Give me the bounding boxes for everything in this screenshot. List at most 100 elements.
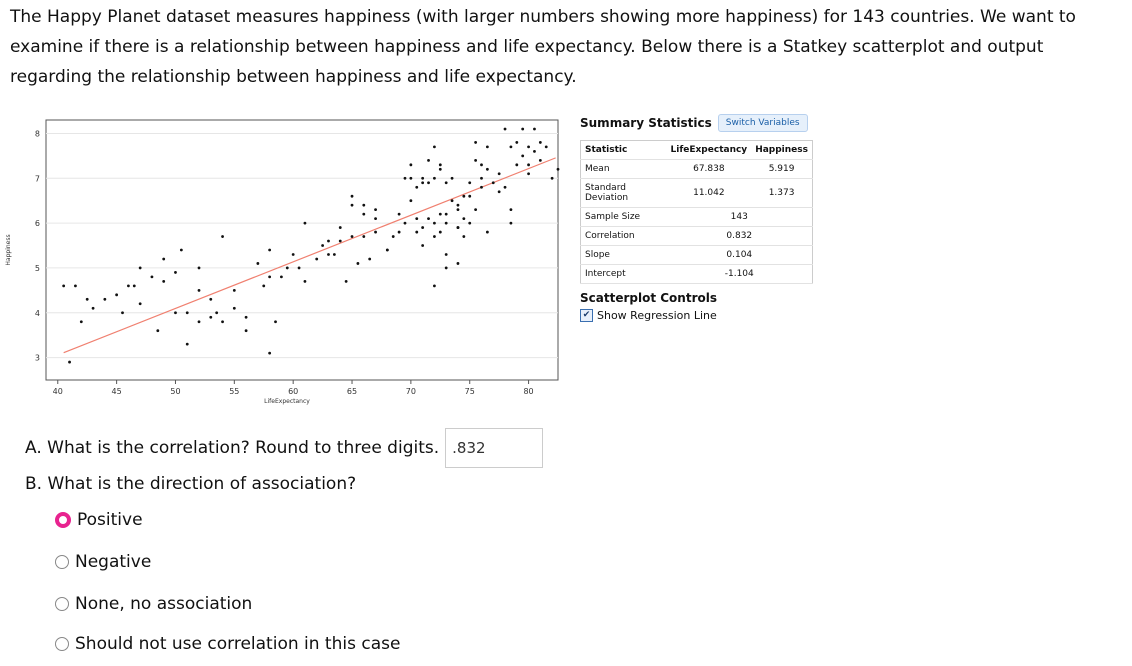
data-point [521,127,525,131]
x-tick-label: 60 [288,387,298,396]
data-point [68,360,71,364]
data-point [521,154,525,158]
data-point [491,181,495,185]
data-point [138,302,142,306]
question-a-label: A. What is the correlation? Round to thr… [25,438,440,458]
summary-statistics-table: Statistic LifeExpectancy Happiness Mean … [580,140,813,284]
data-point [197,288,201,292]
data-point [374,208,377,212]
data-point [150,275,154,279]
data-point [397,230,401,234]
x-tick-label: 80 [523,387,533,396]
data-point [503,127,507,131]
data-point [433,235,436,238]
data-point [215,311,219,315]
data-point [174,311,177,315]
data-point [174,271,177,274]
option-label: Positive [77,510,143,530]
data-point [438,167,442,171]
data-point [480,185,483,189]
table-row: Sample Size 143 [580,207,813,227]
data-point [132,284,136,288]
data-point [315,257,319,261]
data-point [391,235,395,238]
plot-frame [45,119,559,381]
data-point [444,221,448,225]
option-none[interactable]: None, no association [55,594,252,614]
x-tick-label: 55 [229,387,239,396]
data-point [480,176,483,180]
data-point [438,212,442,216]
show-regression-toggle[interactable]: ✔ Show Regression Line [580,309,717,322]
data-point [244,329,248,333]
data-point [62,284,66,288]
data-point [497,190,501,194]
scatterplot-controls-title: Scatterplot Controls [580,291,717,305]
checkbox-checked-icon[interactable]: ✔ [580,309,593,322]
data-point [197,266,201,270]
option-label: Should not use correlation in this case [75,634,401,654]
data-point [427,158,430,162]
data-point [415,185,419,189]
data-point [456,262,460,265]
data-point [444,253,448,256]
data-point [509,208,513,212]
data-point [444,212,448,216]
data-point [374,230,377,234]
radio-icon[interactable] [55,555,69,569]
y-tick-label: 8 [35,129,40,138]
data-point [403,176,407,180]
row-label: Intercept [580,264,667,284]
data-point [115,293,119,297]
data-point [209,297,213,301]
y-tick-label: 7 [35,174,40,183]
x-tick-label: 50 [170,387,180,396]
data-point [285,266,289,270]
data-point [350,194,354,198]
option-negative[interactable]: Negative [55,552,151,572]
switch-variables-button[interactable]: Switch Variables [717,114,808,132]
data-point [456,226,460,229]
cell-value: 67.838 [666,159,752,179]
data-point [162,279,166,283]
data-point [409,163,413,167]
radio-selected-icon[interactable] [55,512,71,528]
table-row: Intercept -1.104 [580,264,813,284]
data-point [456,203,460,207]
data-point [427,181,430,185]
x-tick-label: 70 [406,387,416,396]
option-should-not-use[interactable]: Should not use correlation in this case [55,634,400,654]
data-point [556,167,560,171]
row-label: Slope [580,245,667,265]
data-point [462,194,466,198]
data-point [468,181,472,185]
data-point [338,239,342,243]
radio-icon[interactable] [55,637,69,651]
data-point [321,244,324,247]
option-positive[interactable]: Positive [55,510,143,530]
x-tick-label: 75 [465,387,475,396]
data-point [485,145,489,149]
scatterplot: 3 4 5 6 7 8 40 45 50 55 60 65 70 75 80 LifeExpectancy Ha… [0,108,570,408]
data-point [385,248,389,252]
data-point [450,176,454,180]
data-point [274,320,277,324]
data-point [415,230,419,234]
data-point [403,221,407,225]
data-point [468,194,472,198]
data-point [121,311,124,315]
summary-statistics: Summary Statistics Switch Variables Stat… [580,114,840,284]
data-point [268,275,272,279]
option-label: None, no association [75,594,253,614]
data-point [433,176,436,180]
cell-value: 11.042 [666,178,752,208]
row-label: Mean [580,159,667,179]
correlation-answer-input[interactable]: .832 [445,428,544,468]
data-point [291,253,295,256]
question-a: A. What is the correlation? Round to thr… [25,428,544,468]
data-point [474,141,478,144]
radio-icon[interactable] [55,597,69,611]
data-point [162,257,166,261]
data-point [356,262,360,265]
data-point [444,266,448,270]
